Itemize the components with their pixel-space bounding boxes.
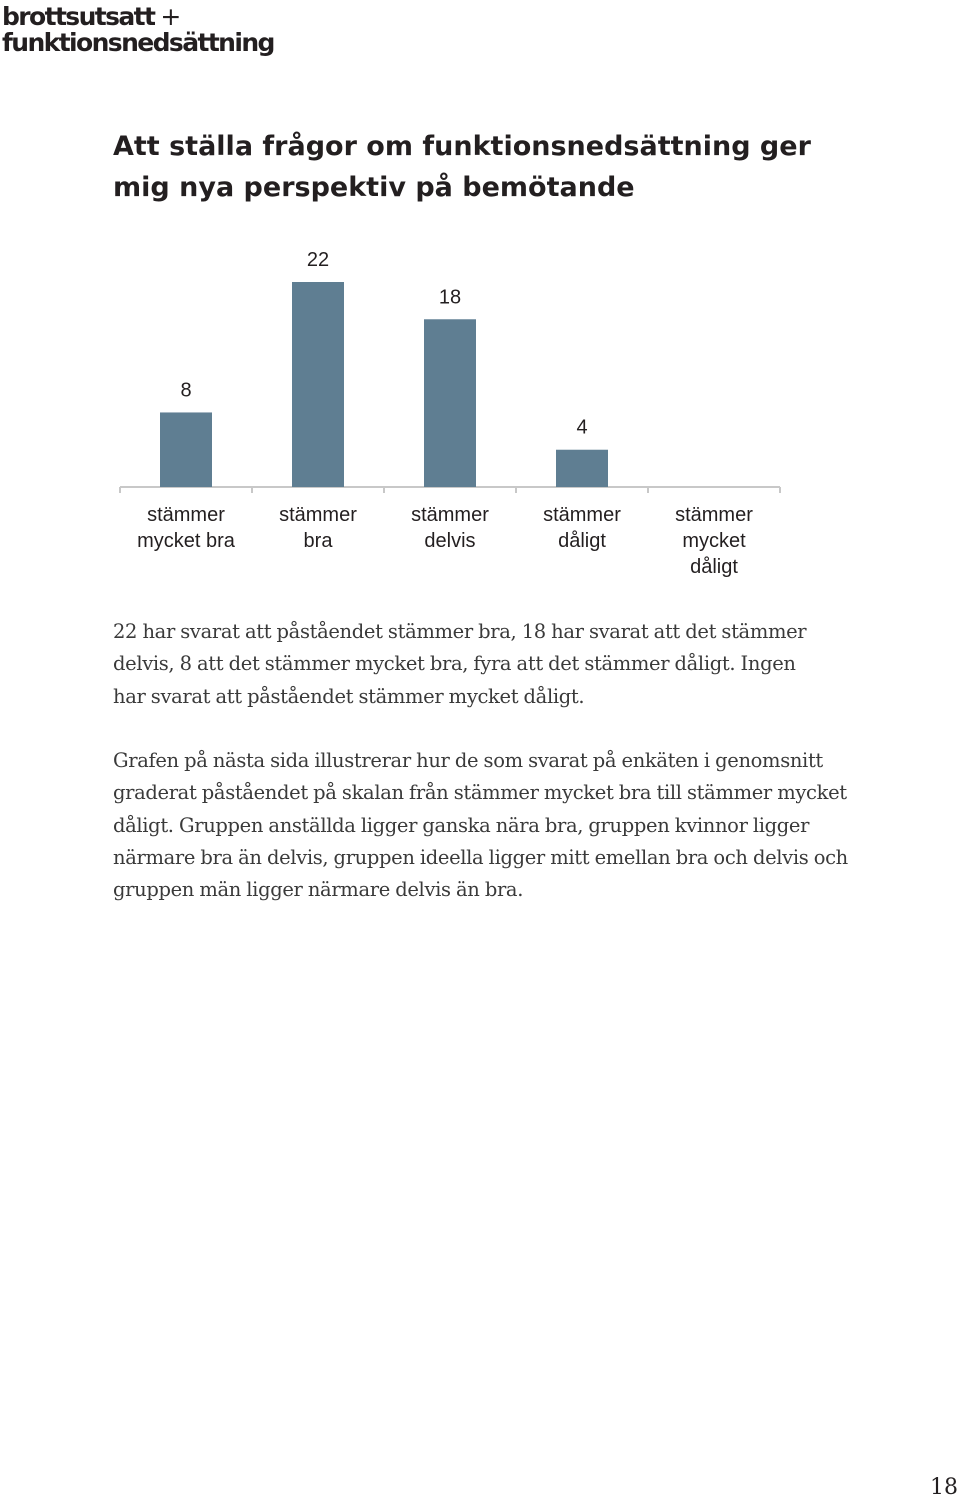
category-label: stämmer (675, 504, 753, 526)
logo-text-top: brottsutsatt (2, 2, 156, 31)
category-label: stämmer (411, 504, 489, 526)
bar (556, 449, 608, 487)
bar (160, 412, 212, 487)
data-label: 22 (307, 249, 329, 271)
logo: brottsutsatt + funktionsnedsättning (2, 2, 275, 57)
category-label: mycket bra (137, 530, 236, 552)
data-label: 18 (439, 286, 461, 308)
data-label: 8 (180, 379, 191, 401)
logo-plus: + (160, 2, 181, 31)
page-heading: Att ställa frågor om funktionsnedsättnin… (113, 131, 811, 203)
category-label: bra (304, 530, 334, 552)
bar (292, 282, 344, 487)
category-label: dåligt (558, 530, 606, 552)
logo-text-bottom: funktionsnedsättning (2, 28, 275, 57)
data-label: 4 (576, 417, 587, 439)
category-label: stämmer (279, 504, 357, 526)
bar-chart: 8 stämmer mycket bra 22 stämmer bra 18 stämmer d… (119, 249, 781, 578)
category-label: stämmer (543, 504, 621, 526)
category-label: dåligt (690, 556, 738, 578)
category-label: mycket (682, 530, 746, 552)
bar (424, 319, 476, 487)
category-label: stämmer (147, 504, 225, 526)
page-number: 18 (930, 1475, 958, 1500)
results-paragraph: 22 har svarat att påståendet stämmer bra… (113, 620, 807, 708)
explanation-paragraph: Grafen på nästa sida illustrerar hur de … (113, 749, 848, 902)
category-label: delvis (424, 530, 475, 552)
